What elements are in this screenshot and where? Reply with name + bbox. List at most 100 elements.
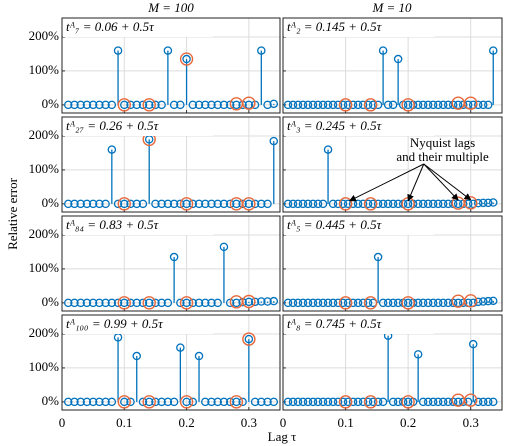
nyquist-marker xyxy=(117,395,131,409)
stem-marker xyxy=(232,397,241,407)
stem-marker xyxy=(151,298,160,308)
stem-marker xyxy=(101,199,110,209)
stem-marker xyxy=(107,397,117,407)
stem-marker xyxy=(263,100,272,110)
stem-marker xyxy=(269,296,279,306)
stem-marker xyxy=(144,298,154,308)
nyquist-marker xyxy=(363,197,378,211)
stem-marker xyxy=(120,199,129,209)
stem-marker xyxy=(373,199,383,209)
stem-marker xyxy=(308,199,318,209)
stem-marker xyxy=(298,199,308,209)
stem-marker xyxy=(101,298,110,308)
stem-marker xyxy=(95,199,104,209)
stem-marker xyxy=(132,100,141,110)
stem-marker xyxy=(169,252,179,262)
stem-marker xyxy=(257,397,266,407)
stem-marker xyxy=(101,100,110,110)
stem-marker xyxy=(219,242,229,252)
stem-marker xyxy=(483,296,493,306)
label-box xyxy=(63,316,213,334)
x-tick-label: 0 xyxy=(59,415,66,430)
stem-marker xyxy=(453,397,463,407)
stem-marker xyxy=(423,397,433,407)
stem-marker xyxy=(176,199,185,209)
stem-marker xyxy=(120,100,129,110)
stem-marker xyxy=(418,100,428,110)
stem-marker xyxy=(225,298,235,308)
stem-marker xyxy=(176,298,185,308)
stem-marker xyxy=(288,298,298,308)
stem-marker xyxy=(182,298,191,308)
stem-marker xyxy=(176,100,185,110)
stem-marker xyxy=(157,199,166,209)
stem-marker xyxy=(88,397,98,407)
stem-marker xyxy=(101,397,110,407)
stem-marker xyxy=(269,136,279,146)
nyquist-marker xyxy=(464,294,478,308)
panel: tᴬ₁₀₀ = 0.99 + 0.5τ xyxy=(61,314,281,411)
stem-marker xyxy=(288,100,298,110)
stem-marker xyxy=(388,100,398,110)
stem-marker xyxy=(151,397,160,407)
stem-marker xyxy=(269,397,279,407)
stem-marker xyxy=(126,100,135,110)
stem-marker xyxy=(126,397,135,407)
stem-marker xyxy=(483,198,493,208)
stem-marker xyxy=(308,397,318,407)
column-title: M = 10 xyxy=(371,0,412,15)
stem-marker xyxy=(373,100,383,110)
stem-marker xyxy=(126,298,135,308)
stem-marker xyxy=(257,297,266,306)
nyquist-marker xyxy=(464,393,478,407)
stem-marker xyxy=(328,298,338,308)
stem-marker xyxy=(201,397,210,407)
stem-marker xyxy=(163,199,173,209)
stem-marker xyxy=(157,298,166,308)
stem-marker xyxy=(63,397,73,407)
stem-marker xyxy=(82,199,92,209)
stem-marker xyxy=(418,298,428,308)
stem-marker xyxy=(207,100,216,110)
nyquist-marker xyxy=(401,395,415,409)
panel-border xyxy=(282,116,503,213)
label-box xyxy=(284,217,434,235)
annotation-arrow xyxy=(423,163,459,201)
stem-marker xyxy=(353,397,363,407)
stem-marker xyxy=(182,54,191,64)
stem-marker xyxy=(348,100,358,110)
stem-marker xyxy=(70,100,79,110)
stem-marker xyxy=(238,397,247,407)
stem-marker xyxy=(182,397,191,407)
nyquist-marker xyxy=(179,197,194,211)
stem-marker xyxy=(293,199,303,209)
stem-marker xyxy=(70,298,79,308)
stem-marker xyxy=(82,298,92,308)
stem-marker xyxy=(293,100,303,110)
panel-label: tᴬ₈ = 0.745 + 0.5τ xyxy=(287,316,383,331)
stem-marker xyxy=(318,199,328,209)
stem-marker xyxy=(298,298,308,308)
stem-marker xyxy=(283,298,293,308)
nyquist-marker xyxy=(338,395,353,409)
stem-marker xyxy=(298,100,308,110)
nyquist-marker xyxy=(242,96,256,110)
stem-marker xyxy=(478,198,488,208)
stem-marker xyxy=(76,199,85,209)
nyquist-marker xyxy=(242,294,256,309)
stem-marker xyxy=(288,199,298,209)
stem-marker xyxy=(328,100,338,110)
stem-marker xyxy=(388,397,398,407)
stem-marker xyxy=(428,397,438,407)
stem-marker xyxy=(263,397,272,407)
nyquist-marker xyxy=(242,197,256,211)
stem-marker xyxy=(328,199,338,209)
stem-marker xyxy=(138,199,148,209)
stem-marker xyxy=(383,100,393,110)
stem-marker xyxy=(138,298,148,308)
stem-marker xyxy=(244,334,254,344)
stem-marker xyxy=(478,100,488,110)
stem-marker xyxy=(113,199,123,209)
y-tick-label: 200% xyxy=(29,28,60,43)
stem-marker xyxy=(76,100,85,110)
